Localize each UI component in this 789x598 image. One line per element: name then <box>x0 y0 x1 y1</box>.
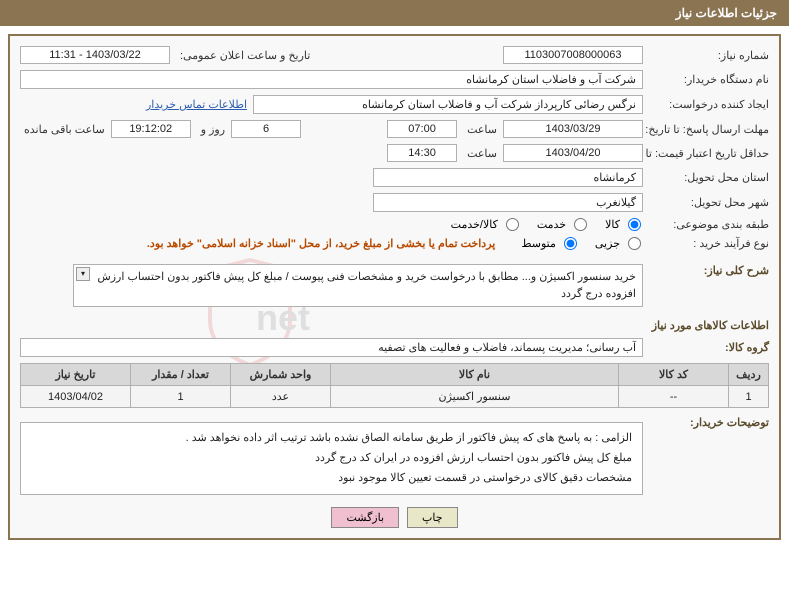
label-remain: ساعت باقی مانده <box>20 123 105 136</box>
label-announce-date: تاریخ و ساعت اعلان عمومی: <box>176 49 310 62</box>
table-header-row: ردیف کد کالا نام کالا واحد شمارش تعداد /… <box>21 364 769 386</box>
payment-note: پرداخت تمام یا بخشی از مبلغ خرید، از محل… <box>147 237 505 250</box>
dropdown-icon[interactable]: ▾ <box>76 267 90 281</box>
td-code: -- <box>619 386 729 408</box>
field-delivery-city: گیلانغرب <box>373 193 643 212</box>
field-buyer-notes: الزامی : به پاسخ های که پیش فاکتور از طر… <box>20 422 643 495</box>
row-requester: ایجاد کننده درخواست: نرگس رضائی کارپرداز… <box>20 95 769 114</box>
goods-table: ردیف کد کالا نام کالا واحد شمارش تعداد /… <box>20 363 769 408</box>
radio-label-medium: متوسط <box>521 237 556 250</box>
radio-subject-both[interactable] <box>506 218 519 231</box>
link-buyer-contact[interactable]: اطلاعات تماس خریدار <box>146 98 247 111</box>
main-panel: شماره نیاز: 1103007008000063 تاریخ و ساع… <box>8 34 781 540</box>
row-goods-group: گروه کالا: آب رسانی؛ مدیریت پسماند، فاضل… <box>20 338 769 357</box>
field-need-no: 1103007008000063 <box>503 46 643 64</box>
th-name: نام کالا <box>331 364 619 386</box>
row-delivery-state: استان محل تحویل: کرمانشاه <box>20 168 769 187</box>
th-unit: واحد شمارش <box>231 364 331 386</box>
radio-subject-service[interactable] <box>574 218 587 231</box>
td-unit: عدد <box>231 386 331 408</box>
field-validity-time: 14:30 <box>387 144 457 162</box>
th-code: کد کالا <box>619 364 729 386</box>
field-buyer-org: شرکت آب و فاضلاب استان کرمانشاه <box>20 70 643 89</box>
label-general-desc: شرح کلی نیاز: <box>649 264 769 277</box>
label-requester: ایجاد کننده درخواست: <box>649 98 769 111</box>
th-date: تاریخ نیاز <box>21 364 131 386</box>
label-hour-1: ساعت <box>463 123 497 136</box>
radio-label-service: خدمت <box>537 218 566 231</box>
buyer-note-line-3: مشخصات دقیق کالای درخواستی در قسمت تعیین… <box>31 469 632 489</box>
field-time-remaining: 19:12:02 <box>111 120 191 138</box>
row-purchase-type: نوع فرآیند خرید : جزیی متوسط پرداخت تمام… <box>20 237 769 250</box>
table-row: 1 -- سنسور اکسیژن عدد 1 1403/04/02 <box>21 386 769 408</box>
radio-subject-goods[interactable] <box>628 218 641 231</box>
row-subject-class: طبقه بندی موضوعی: کالا خدمت کالا/خدمت <box>20 218 769 231</box>
label-purchase-type: نوع فرآیند خرید : <box>649 237 769 250</box>
field-announce-date: 1403/03/22 - 11:31 <box>20 46 170 64</box>
field-delivery-state: کرمانشاه <box>373 168 643 187</box>
label-buyer-notes: توضیحات خریدار: <box>649 416 769 429</box>
label-goods-group: گروه کالا: <box>649 341 769 354</box>
field-goods-group: آب رسانی؛ مدیریت پسماند، فاضلاب و فعالیت… <box>20 338 643 357</box>
buyer-note-line-1: الزامی : به پاسخ های که پیش فاکتور از طر… <box>31 429 632 449</box>
field-general-desc: خرید سنسور اکسیژن و... مطابق با درخواست … <box>73 264 643 307</box>
back-button[interactable]: بازگشت <box>331 507 399 528</box>
label-subject-class: طبقه بندی موضوعی: <box>649 218 769 231</box>
page-header: جزئیات اطلاعات نیاز <box>0 0 789 26</box>
row-validity: حداقل تاریخ اعتبار قیمت: تا تاریخ: 1403/… <box>20 144 769 162</box>
radio-label-goods: کالا <box>605 218 620 231</box>
label-need-no: شماره نیاز: <box>649 49 769 62</box>
td-row: 1 <box>729 386 769 408</box>
row-need-no: شماره نیاز: 1103007008000063 تاریخ و ساع… <box>20 46 769 64</box>
radio-label-both: کالا/خدمت <box>451 218 498 231</box>
th-qty: تعداد / مقدار <box>131 364 231 386</box>
td-name: سنسور اکسیژن <box>331 386 619 408</box>
field-reply-date: 1403/03/29 <box>503 120 643 138</box>
buyer-note-line-2: مبلغ کل پیش فاکتور بدون احتساب ارزش افزو… <box>31 449 632 469</box>
row-reply-deadline: مهلت ارسال پاسخ: تا تاریخ: 1403/03/29 سا… <box>20 120 769 138</box>
label-reply-deadline: مهلت ارسال پاسخ: تا تاریخ: <box>649 123 769 136</box>
field-validity-date: 1403/04/20 <box>503 144 643 162</box>
field-days-remaining: 6 <box>231 120 301 138</box>
field-requester: نرگس رضائی کارپرداز شرکت آب و فاضلاب است… <box>253 95 643 114</box>
label-days-and: روز و <box>197 123 225 136</box>
radio-ptype-medium[interactable] <box>564 237 577 250</box>
th-row: ردیف <box>729 364 769 386</box>
header-title: جزئیات اطلاعات نیاز <box>676 6 777 20</box>
row-buyer-notes: توضیحات خریدار: الزامی : به پاسخ های که … <box>20 416 769 495</box>
label-buyer-org: نام دستگاه خریدار: <box>649 73 769 86</box>
label-validity: حداقل تاریخ اعتبار قیمت: تا تاریخ: <box>649 147 769 160</box>
td-date: 1403/04/02 <box>21 386 131 408</box>
radio-label-minor: جزیی <box>595 237 620 250</box>
radio-ptype-minor[interactable] <box>628 237 641 250</box>
section-goods-info: اطلاعات کالاهای مورد نیاز <box>20 319 769 332</box>
label-delivery-city: شهر محل تحویل: <box>649 196 769 209</box>
row-delivery-city: شهر محل تحویل: گیلانغرب <box>20 193 769 212</box>
button-row: چاپ بازگشت <box>20 507 769 528</box>
label-delivery-state: استان محل تحویل: <box>649 171 769 184</box>
print-button[interactable]: چاپ <box>407 507 458 528</box>
label-hour-2: ساعت <box>463 147 497 160</box>
row-buyer-org: نام دستگاه خریدار: شرکت آب و فاضلاب استا… <box>20 70 769 89</box>
td-qty: 1 <box>131 386 231 408</box>
row-general-desc: شرح کلی نیاز: خرید سنسور اکسیژن و... مطا… <box>20 264 769 307</box>
field-reply-time: 07:00 <box>387 120 457 138</box>
